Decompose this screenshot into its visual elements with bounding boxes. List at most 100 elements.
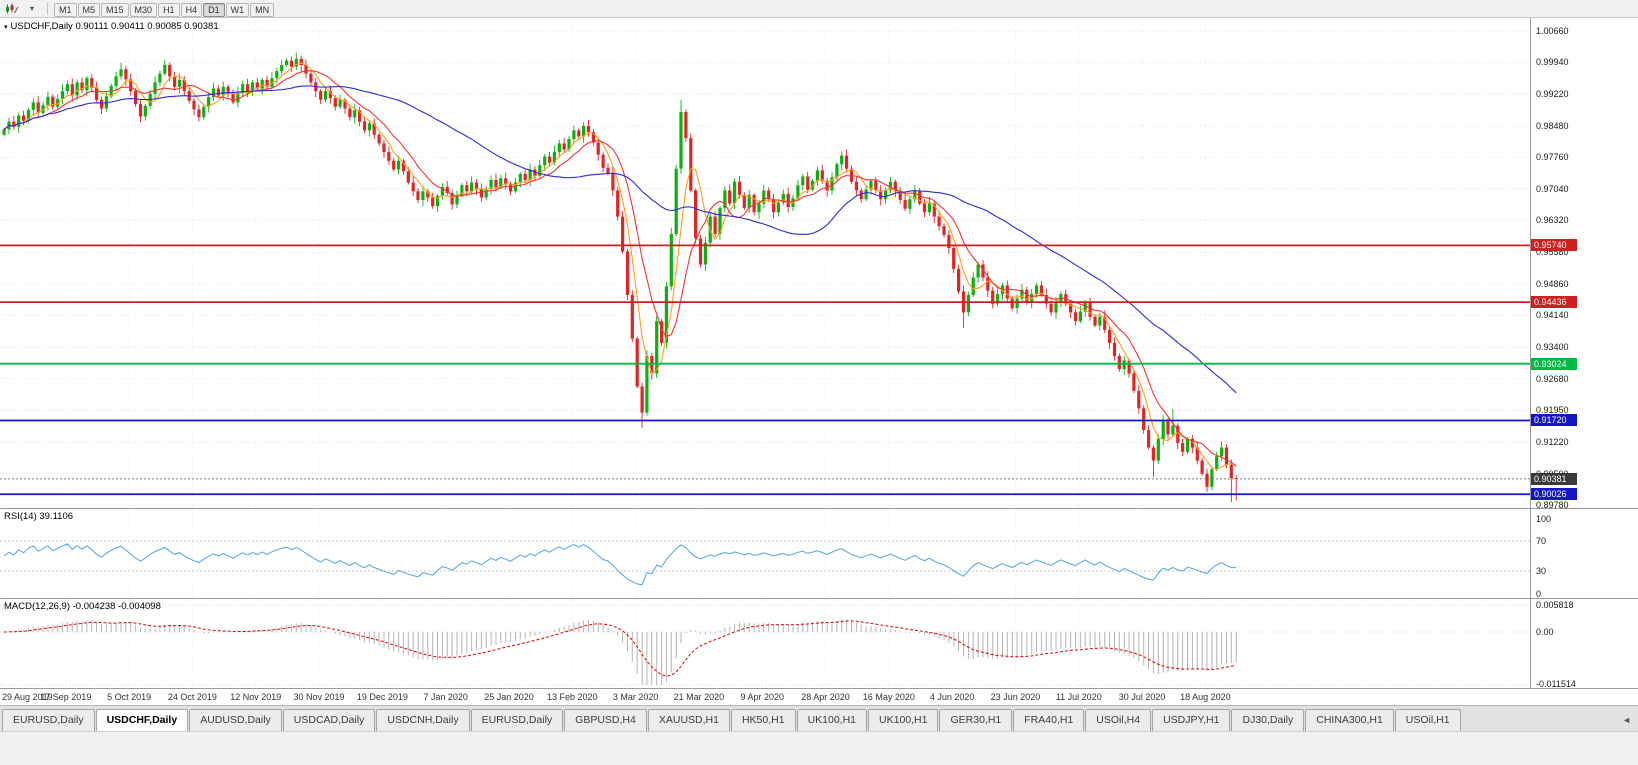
- time-axis-label: 28 Apr 2020: [801, 692, 850, 702]
- chart-tab-12-fra40-h1[interactable]: FRA40,H1: [1013, 709, 1085, 731]
- chart-tab-14-usdjpy-h1[interactable]: USDJPY,H1: [1152, 709, 1231, 731]
- price-chart-canvas[interactable]: [0, 18, 1530, 508]
- macd-axis-label: 0.00: [1536, 627, 1554, 637]
- time-axis-label: 12 Nov 2019: [230, 692, 282, 702]
- rsi-axis-label: 70: [1536, 536, 1547, 546]
- chart-tab-0-eurusd-daily[interactable]: EURUSD,Daily: [2, 709, 95, 731]
- chart-tab-bar: EURUSD,Daily USDCHF,Daily AUDUSD,Daily USDC…: [0, 705, 1638, 731]
- macd-canvas[interactable]: [0, 599, 1530, 689]
- chart-tab-5-eurusd-daily[interactable]: EURUSD,Daily: [470, 709, 564, 731]
- chart-tab-17-usoil-h1[interactable]: USOil,H1: [1394, 709, 1461, 731]
- chart-tab-3-usdcad-daily[interactable]: USDCAD,Daily: [282, 709, 376, 731]
- time-axis-label: 3 Mar 2020: [612, 692, 659, 702]
- time-axis-label: 16 May 2020: [862, 692, 915, 702]
- timeframe-button-m30[interactable]: M30: [129, 2, 158, 17]
- price-axis-label: 0.91950: [1536, 405, 1569, 416]
- chart-tab-15-dj30-daily[interactable]: DJ30,Daily: [1231, 709, 1305, 731]
- price-axis-label: 0.91220: [1536, 437, 1569, 448]
- price-level-badge: 0.95740: [1531, 239, 1577, 252]
- price-axis-label: 0.94860: [1536, 278, 1569, 289]
- time-axis-label: 18 Aug 2020: [1180, 692, 1231, 702]
- time-axis-label: 30 Jul 2020: [1118, 692, 1166, 702]
- timeframe-button-d1[interactable]: D1: [203, 2, 225, 17]
- chart-ohlc-text: USDCHF,Daily 0.90111 0.90411 0.90085 0.9…: [10, 21, 219, 32]
- dropdown-caret-icon[interactable]: ▾: [29, 4, 34, 13]
- price-chart-pane[interactable]: ▾ USDCHF,Daily 0.90111 0.90411 0.90085 0…: [0, 18, 1638, 510]
- price-axis[interactable]: 1.00660 0.99940 0.99220 0.98480 0.97760 0.970…: [1530, 18, 1638, 510]
- price-axis-label: 0.96320: [1536, 215, 1569, 226]
- price-axis-label: 0.99940: [1536, 57, 1569, 68]
- price-axis-label: 0.95580: [1536, 247, 1569, 258]
- current-price-badge: 0.90381: [1531, 472, 1577, 485]
- time-axis-label: 29 Aug 2019: [2, 692, 53, 702]
- price-axis-label: 0.98480: [1536, 120, 1569, 131]
- chart-tab-8-hk50-h1[interactable]: HK50,H1: [730, 709, 796, 731]
- chart-tab-16-china300-h1[interactable]: CHINA300,H1: [1305, 709, 1394, 731]
- collapse-triangle-icon[interactable]: ▾: [4, 23, 8, 31]
- candlestick-chart-icon[interactable]: [3, 2, 21, 16]
- price-axis-label: 0.99220: [1536, 88, 1569, 99]
- chart-caption: ▾ USDCHF,Daily 0.90111 0.90411 0.90085 0…: [4, 21, 219, 32]
- price-axis-label: 0.93400: [1536, 342, 1569, 353]
- timeframe-group: M1 M5 M15 M30 H1 H4 D1 W1 MN: [54, 0, 275, 18]
- chart-tab-6-gbpusd-h4[interactable]: GBPUSD,H4: [564, 709, 647, 731]
- time-axis[interactable]: 29 Aug 2019 17 Sep 2019 5 Oct 2019 24 Oct 2…: [0, 688, 1638, 705]
- timeframe-button-mn[interactable]: MN: [250, 2, 275, 17]
- toolbar-separator: [47, 2, 48, 15]
- rsi-canvas[interactable]: [0, 509, 1530, 599]
- top-toolbar: ▾ M1 M5 M15 M30 H1 H4 D1 W1 MN: [0, 0, 1638, 18]
- time-axis-label: 21 Mar 2020: [673, 692, 725, 702]
- time-axis-label: 19 Dec 2019: [356, 692, 408, 702]
- timeframe-button-h1[interactable]: H1: [158, 2, 180, 17]
- chart-tab-10-uk100-h1[interactable]: UK100,H1: [868, 709, 939, 731]
- time-axis-label: 25 Jan 2020: [484, 692, 534, 702]
- price-axis-label: 0.92680: [1536, 373, 1569, 384]
- macd-indicator-pane[interactable]: MACD(12,26,9) -0.004238 -0.004098 0.0058…: [0, 598, 1638, 689]
- timeframe-button-h4[interactable]: H4: [180, 2, 203, 17]
- time-axis-label: 5 Oct 2019: [107, 692, 152, 702]
- chart-tab-4-usdcnh-daily[interactable]: USDCNH,Daily: [376, 709, 470, 731]
- tab-scroll-left-icon[interactable]: ◄: [1622, 715, 1631, 725]
- time-axis-label: 4 Jun 2020: [929, 692, 975, 702]
- time-axis-label: 11 Jul 2020: [1055, 692, 1102, 702]
- rsi-axis-label: 0: [1536, 588, 1542, 599]
- timeframe-button-m5[interactable]: M5: [77, 2, 101, 17]
- macd-label: MACD(12,26,9) -0.004238 -0.004098: [4, 601, 161, 612]
- rsi-axis: 100 70 30 0: [1530, 509, 1638, 599]
- time-axis-label: 17 Sep 2019: [40, 692, 92, 702]
- chart-tab-11-ger30-h1[interactable]: GER30,H1: [939, 709, 1013, 731]
- time-axis-label: 7 Jan 2020: [423, 692, 468, 702]
- price-axis-label: 1.00660: [1536, 26, 1569, 36]
- rsi-label: RSI(14) 39.1106: [4, 511, 74, 522]
- price-axis-label: 0.89780: [1536, 500, 1569, 510]
- price-axis-label: 0.97040: [1536, 183, 1569, 194]
- chart-tab-2-audusd-daily[interactable]: AUDUSD,Daily: [189, 709, 282, 731]
- chart-tab-1-usdchf-daily[interactable]: USDCHF,Daily: [95, 709, 189, 731]
- timeframe-button-m1[interactable]: M1: [54, 2, 77, 17]
- macd-axis-label: -0.011514: [1536, 679, 1576, 689]
- chart-tab-7-xauusd-h1[interactable]: XAUUSD,H1: [647, 709, 730, 731]
- rsi-axis-label: 30: [1536, 566, 1547, 576]
- macd-axis: 0.005818 0.00 -0.011514: [1530, 599, 1638, 689]
- time-axis-label: 23 Jun 2020: [990, 692, 1041, 702]
- rsi-indicator-pane[interactable]: RSI(14) 39.1106 100 70 30 0: [0, 508, 1638, 599]
- timeframe-button-m15[interactable]: M15: [101, 2, 129, 17]
- price-level-badge: 0.90026: [1531, 488, 1577, 501]
- price-axis-label: 0.97760: [1536, 152, 1569, 163]
- time-axis-label: 9 Apr 2020: [740, 692, 784, 702]
- rsi-axis-label: 100: [1536, 513, 1552, 524]
- time-axis-label: 24 Oct 2019: [167, 692, 217, 702]
- time-axis-label: 30 Nov 2019: [293, 692, 345, 702]
- price-level-badge: 0.93024: [1531, 357, 1577, 370]
- window-bottom-strip: [0, 731, 1638, 765]
- candlestick-chart-glyph: [6, 3, 19, 13]
- price-level-badge: 0.94436: [1531, 296, 1577, 309]
- chart-tab-9-uk100-h1[interactable]: UK100,H1: [796, 709, 868, 731]
- macd-axis-label: 0.005818: [1536, 600, 1574, 611]
- chart-tab-13-usoil-h4[interactable]: USOil,H4: [1085, 709, 1152, 731]
- timeframe-button-w1[interactable]: W1: [225, 2, 250, 17]
- price-axis-label: 0.94140: [1536, 310, 1569, 321]
- time-axis-label: 13 Feb 2020: [547, 692, 598, 702]
- price-level-badge: 0.91720: [1531, 414, 1577, 427]
